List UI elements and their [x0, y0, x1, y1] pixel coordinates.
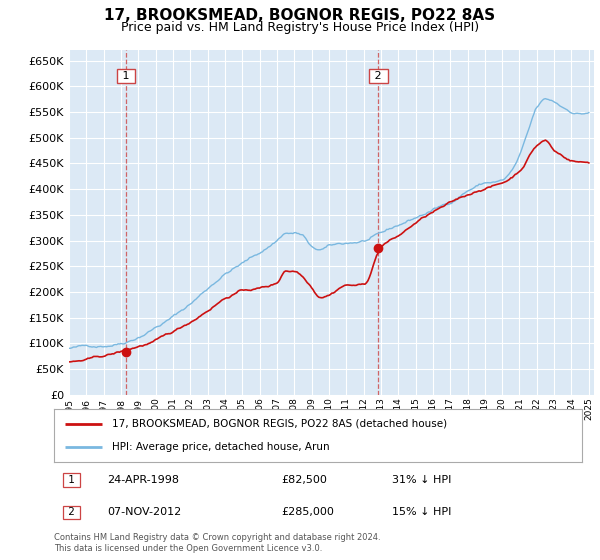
Text: 17, BROOKSMEAD, BOGNOR REGIS, PO22 8AS: 17, BROOKSMEAD, BOGNOR REGIS, PO22 8AS: [104, 8, 496, 24]
Text: 31% ↓ HPI: 31% ↓ HPI: [392, 475, 451, 486]
Text: Price paid vs. HM Land Registry's House Price Index (HPI): Price paid vs. HM Land Registry's House …: [121, 21, 479, 34]
Text: 1: 1: [65, 475, 77, 486]
Text: £82,500: £82,500: [281, 475, 327, 486]
Text: Contains HM Land Registry data © Crown copyright and database right 2024.
This d: Contains HM Land Registry data © Crown c…: [54, 533, 380, 553]
Text: 07-NOV-2012: 07-NOV-2012: [107, 507, 181, 517]
Text: 2: 2: [65, 507, 77, 517]
Text: 24-APR-1998: 24-APR-1998: [107, 475, 179, 486]
Text: 2: 2: [371, 71, 385, 81]
Text: 15% ↓ HPI: 15% ↓ HPI: [392, 507, 451, 517]
Text: 17, BROOKSMEAD, BOGNOR REGIS, PO22 8AS (detached house): 17, BROOKSMEAD, BOGNOR REGIS, PO22 8AS (…: [112, 419, 447, 429]
Text: 1: 1: [119, 71, 133, 81]
Text: £285,000: £285,000: [281, 507, 334, 517]
Text: HPI: Average price, detached house, Arun: HPI: Average price, detached house, Arun: [112, 442, 330, 452]
